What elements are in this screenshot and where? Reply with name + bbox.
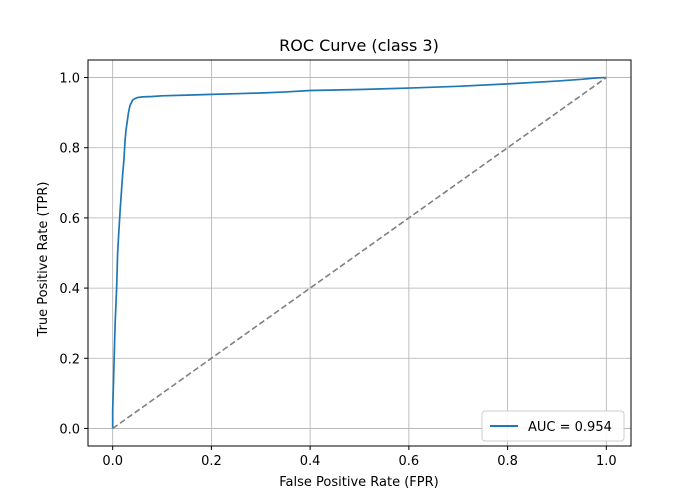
tick-layer: 0.0 0.2 0.4 0.6 0.8 1.0 0.0 0.2 0.4 0.6 0.8 1.0 xyxy=(59,72,616,469)
x-axis-label: False Positive Rate (FPR) xyxy=(279,475,438,490)
legend-label: AUC = 0.954 xyxy=(528,420,612,435)
y-tick-label: 0.4 xyxy=(59,282,80,297)
roc-curve-line xyxy=(111,76,607,429)
y-tick-label: 1.0 xyxy=(59,72,80,87)
x-tick-label: 0.2 xyxy=(201,454,222,469)
y-axis-label: True Positive Rate (TPR) xyxy=(36,182,51,338)
y-tick-label: 0.6 xyxy=(59,212,80,227)
x-tick-label: 1.0 xyxy=(596,454,617,469)
chart-title: ROC Curve (class 3) xyxy=(279,36,439,55)
y-tick-label: 0.0 xyxy=(59,422,80,437)
series-layer xyxy=(111,76,607,430)
x-tick-label: 0.4 xyxy=(300,454,321,469)
grid-lines xyxy=(88,60,631,446)
legend: AUC = 0.954 xyxy=(481,410,625,442)
x-tick-label: 0.6 xyxy=(399,454,420,469)
legend-box xyxy=(481,410,625,442)
y-tick-label: 0.8 xyxy=(59,142,80,157)
x-tick-label: 0.0 xyxy=(102,454,123,469)
plot-area: 0.0 0.2 0.4 0.6 0.8 1.0 0.0 0.2 0.4 0.6 0.8 1.0 xyxy=(59,59,632,469)
axes-frame xyxy=(87,59,632,447)
y-tick-label: 0.2 xyxy=(59,352,80,367)
x-tick-label: 0.8 xyxy=(497,454,518,469)
chance-diagonal-line xyxy=(112,76,607,430)
